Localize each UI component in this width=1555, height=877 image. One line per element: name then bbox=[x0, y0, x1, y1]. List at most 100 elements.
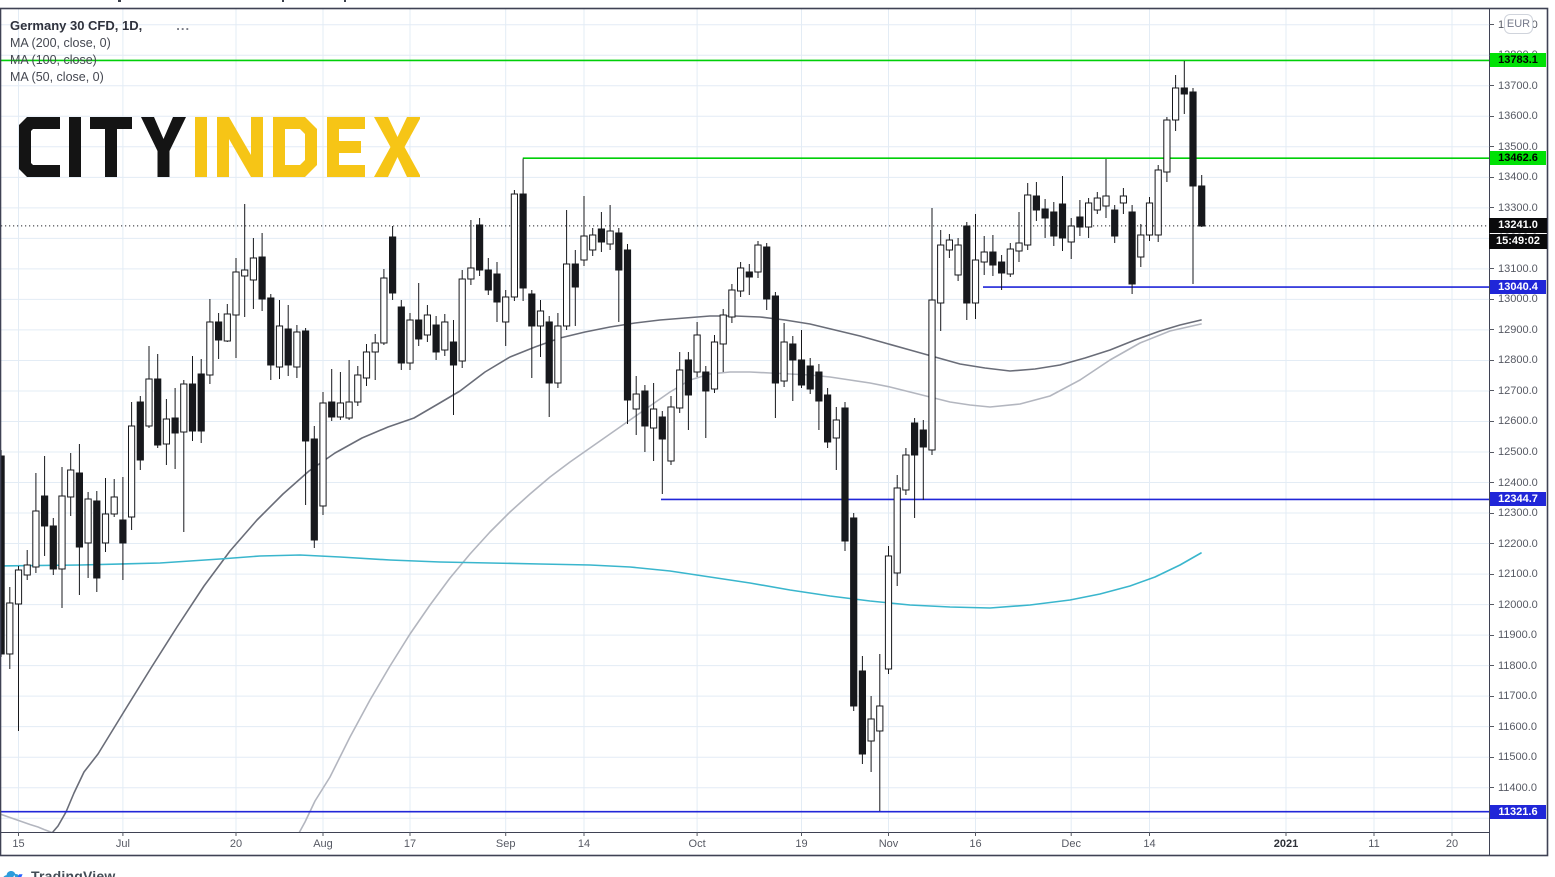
candle-up[interactable] bbox=[1154, 169, 1162, 236]
indicator-ma100[interactable]: MA (100, close) bbox=[10, 53, 97, 67]
candle-down[interactable] bbox=[615, 232, 623, 271]
candle-down[interactable] bbox=[771, 295, 779, 384]
level-price-label[interactable]: 12344.7 bbox=[1490, 492, 1546, 507]
tradingview-attribution[interactable]: TradingView bbox=[3, 868, 115, 877]
candle-down[interactable] bbox=[1058, 203, 1067, 239]
candle-up[interactable] bbox=[650, 408, 658, 429]
candle-down[interactable] bbox=[1111, 209, 1119, 237]
candle-down[interactable] bbox=[171, 417, 179, 434]
candle-down[interactable] bbox=[806, 365, 814, 390]
candle-up[interactable] bbox=[884, 555, 893, 670]
candle-up[interactable] bbox=[371, 342, 379, 353]
candle-up[interactable] bbox=[336, 402, 344, 418]
candle-up[interactable] bbox=[423, 314, 431, 336]
candle-down[interactable] bbox=[911, 422, 919, 456]
candle-up[interactable] bbox=[1015, 242, 1023, 252]
candle-up[interactable] bbox=[563, 263, 571, 327]
candle-up[interactable] bbox=[101, 513, 110, 544]
candle-down[interactable] bbox=[623, 249, 632, 401]
candle-up[interactable] bbox=[1006, 248, 1014, 275]
candle-down[interactable] bbox=[641, 390, 649, 427]
candle-up[interactable] bbox=[589, 234, 597, 251]
candle-up[interactable] bbox=[832, 419, 840, 439]
candle-up[interactable] bbox=[206, 321, 214, 376]
candle-down[interactable] bbox=[763, 246, 771, 300]
candle-up[interactable] bbox=[676, 369, 684, 409]
candle-down[interactable] bbox=[415, 319, 423, 340]
candle-up[interactable] bbox=[180, 383, 188, 433]
candle-up[interactable] bbox=[128, 425, 136, 518]
candle-up[interactable] bbox=[928, 299, 936, 451]
candle-up[interactable] bbox=[780, 341, 788, 382]
candle-down[interactable] bbox=[745, 271, 753, 278]
countdown-label[interactable]: 15:49:02 bbox=[1489, 234, 1547, 250]
candle-up[interactable] bbox=[32, 510, 40, 568]
candle-up[interactable] bbox=[536, 310, 545, 327]
candle-down[interactable] bbox=[684, 359, 692, 396]
candle-down[interactable] bbox=[136, 401, 144, 461]
legend-menu-icon[interactable]: ... bbox=[176, 18, 191, 33]
candle-down[interactable] bbox=[493, 273, 501, 303]
candle-up[interactable] bbox=[380, 277, 388, 344]
candle-up[interactable] bbox=[162, 418, 171, 445]
candle-up[interactable] bbox=[293, 331, 301, 368]
candle-up[interactable] bbox=[1119, 195, 1128, 204]
candle-up[interactable] bbox=[902, 454, 910, 491]
candle-down[interactable] bbox=[310, 438, 318, 541]
candle-down[interactable] bbox=[397, 306, 405, 364]
candle-down[interactable] bbox=[824, 394, 832, 443]
candle-down[interactable] bbox=[1198, 185, 1206, 227]
candle-up[interactable] bbox=[58, 495, 66, 570]
candle-down[interactable] bbox=[93, 500, 101, 579]
current-price-label[interactable]: 13241.0 bbox=[1489, 218, 1547, 234]
symbol-title[interactable]: Germany 30 CFD, 1D, bbox=[10, 18, 143, 33]
candle-down[interactable] bbox=[658, 416, 666, 440]
candle-down[interactable] bbox=[528, 293, 536, 327]
candle-down[interactable] bbox=[1128, 211, 1136, 285]
candle-up[interactable] bbox=[1093, 197, 1101, 211]
candle-up[interactable] bbox=[667, 406, 675, 462]
candle-down[interactable] bbox=[258, 256, 266, 300]
candle-down[interactable] bbox=[188, 383, 197, 432]
candle-up[interactable] bbox=[223, 313, 231, 342]
candle-down[interactable] bbox=[1180, 87, 1188, 95]
candle-down[interactable] bbox=[476, 224, 484, 271]
candle-down[interactable] bbox=[702, 371, 710, 392]
candle-up[interactable] bbox=[406, 319, 414, 364]
candle-down[interactable] bbox=[389, 236, 397, 294]
candle-up[interactable] bbox=[1137, 234, 1145, 258]
candle-up[interactable] bbox=[876, 705, 884, 732]
candle-down[interactable] bbox=[858, 670, 866, 755]
candle-up[interactable] bbox=[606, 230, 614, 245]
candle-down[interactable] bbox=[841, 407, 849, 542]
candle-up[interactable] bbox=[945, 239, 953, 251]
candle-up[interactable] bbox=[67, 469, 75, 498]
candle-up[interactable] bbox=[23, 564, 31, 576]
candle-down[interactable] bbox=[815, 371, 823, 402]
candle-up[interactable] bbox=[6, 602, 14, 655]
candle-up[interactable] bbox=[710, 341, 719, 390]
candle-down[interactable] bbox=[75, 472, 84, 548]
candle-down[interactable] bbox=[1189, 91, 1197, 187]
candle-down[interactable] bbox=[267, 297, 275, 366]
candle-down[interactable] bbox=[797, 359, 806, 386]
currency-badge[interactable]: EUR bbox=[1504, 14, 1533, 34]
candle-up[interactable] bbox=[441, 321, 449, 351]
candle-down[interactable] bbox=[571, 263, 579, 288]
candle-up[interactable] bbox=[1024, 194, 1032, 246]
candle-up[interactable] bbox=[241, 269, 249, 277]
candle-up[interactable] bbox=[1172, 87, 1180, 121]
candle-up[interactable] bbox=[867, 718, 875, 742]
candle-down[interactable] bbox=[432, 324, 440, 353]
candle-up[interactable] bbox=[1067, 225, 1075, 243]
candle-up[interactable] bbox=[893, 487, 901, 574]
candle-down[interactable] bbox=[1032, 195, 1041, 211]
candle-down[interactable] bbox=[545, 321, 553, 384]
candle-down[interactable] bbox=[215, 321, 223, 341]
candle-up[interactable] bbox=[554, 325, 562, 384]
candle-down[interactable] bbox=[484, 269, 492, 291]
candle-up[interactable] bbox=[362, 351, 371, 379]
candle-down[interactable] bbox=[1041, 208, 1049, 219]
candle-down[interactable] bbox=[1076, 216, 1084, 228]
